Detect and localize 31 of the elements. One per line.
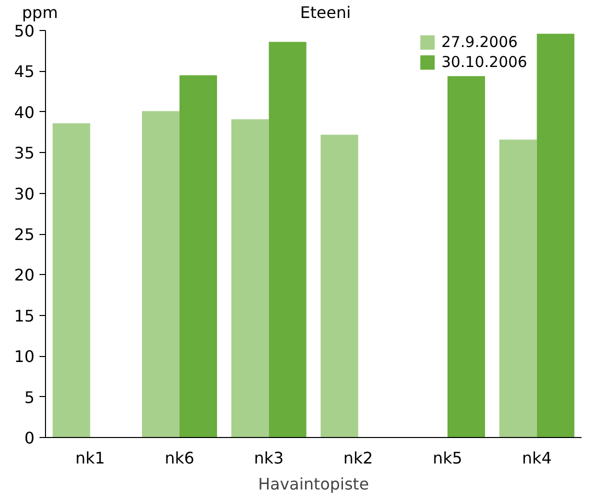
bar bbox=[180, 75, 218, 438]
x-tick-label: nk2 bbox=[343, 448, 373, 468]
x-tick-label: nk5 bbox=[432, 448, 462, 468]
bar bbox=[231, 119, 269, 438]
bar bbox=[52, 123, 90, 438]
x-tick-label: nk6 bbox=[164, 448, 194, 468]
bar bbox=[448, 76, 486, 438]
y-tick-label: 45 bbox=[14, 62, 34, 82]
legend-label: 30.10.2006 bbox=[441, 53, 528, 71]
bar bbox=[142, 111, 180, 438]
y-tick-label: 50 bbox=[14, 22, 34, 40]
bar bbox=[268, 42, 306, 438]
y-tick-label: 35 bbox=[14, 144, 34, 163]
bar bbox=[536, 34, 574, 438]
y-tick-label: 10 bbox=[14, 347, 34, 366]
y-tick-label: 0 bbox=[24, 428, 35, 448]
y-tick-label: 5 bbox=[24, 388, 35, 407]
bar bbox=[320, 134, 358, 438]
x-tick-label: nk4 bbox=[522, 448, 552, 468]
y-axis-title: ppm bbox=[22, 2, 58, 24]
bar bbox=[499, 140, 537, 438]
y-tick-label: 25 bbox=[14, 225, 34, 244]
y-tick-label: 15 bbox=[14, 306, 34, 326]
chart-title: Eteeni bbox=[300, 3, 351, 22]
x-tick-label: nk3 bbox=[254, 448, 284, 468]
x-tick-label: nk1 bbox=[75, 448, 105, 468]
x-axis-title: Havaintopiste bbox=[258, 474, 369, 494]
y-tick-label: 20 bbox=[14, 266, 34, 285]
legend-label: 27.9.2006 bbox=[441, 33, 518, 51]
y-tick-label: 30 bbox=[14, 184, 34, 204]
y-tick-label: 40 bbox=[14, 102, 34, 122]
